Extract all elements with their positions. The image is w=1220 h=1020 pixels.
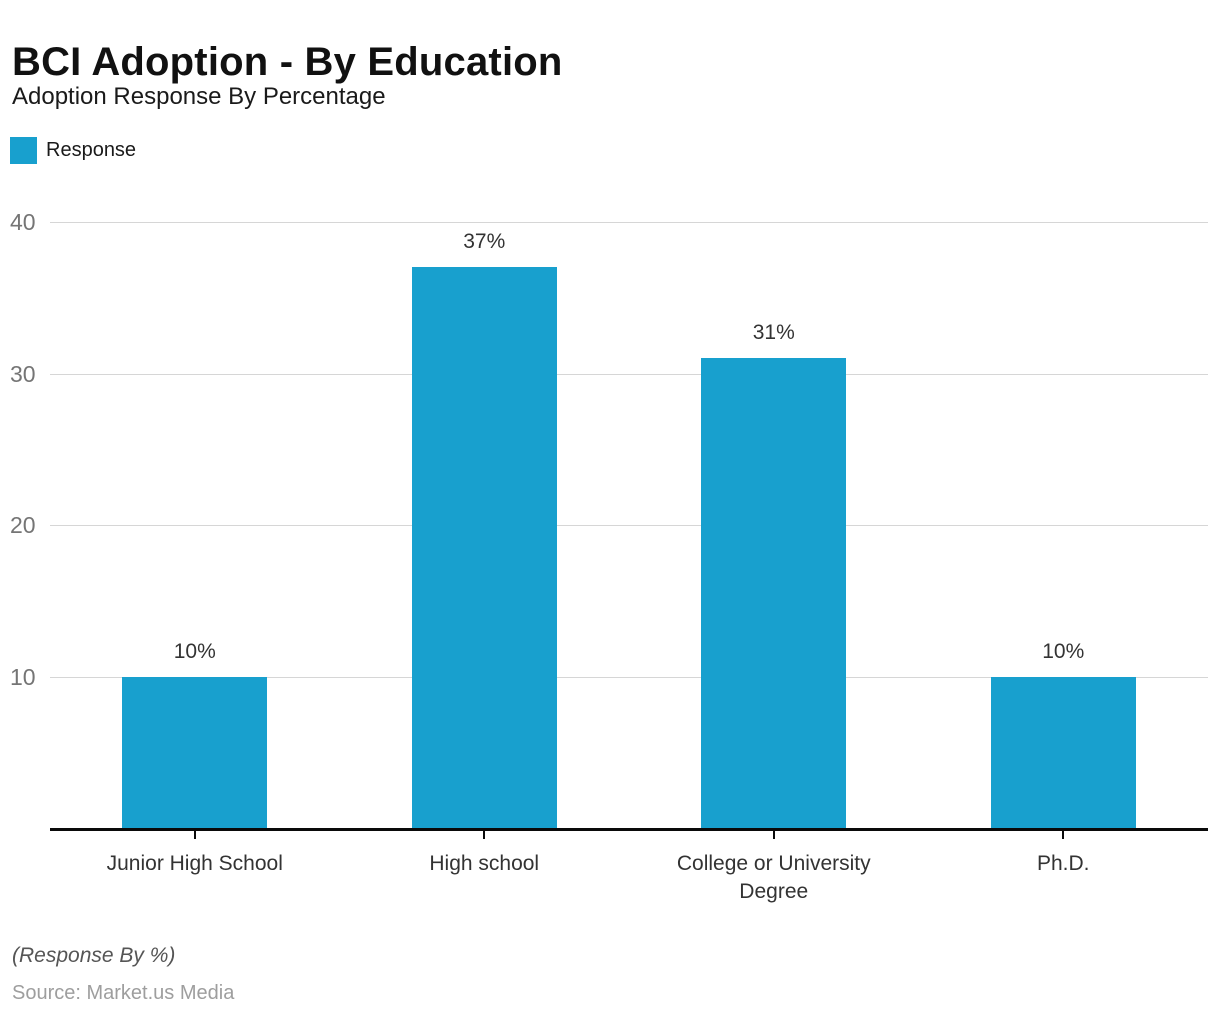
gridline-30 <box>50 373 1208 375</box>
y-tick-label-40: 40 <box>10 209 36 235</box>
bar-0 <box>122 676 268 828</box>
plot-area: 10% 37% 31% 10% <box>50 222 1208 828</box>
bar-value-label-0: 10% <box>173 639 216 663</box>
chart-subtitle: Adoption Response By Percentage <box>12 83 386 110</box>
gridline-20 <box>50 525 1208 526</box>
x-tick-2 <box>772 831 775 839</box>
bar-value-label-1: 37% <box>463 230 506 254</box>
x-tick-3 <box>1062 831 1065 839</box>
bar-value-label-2: 31% <box>752 321 795 345</box>
legend-label: Response <box>46 139 137 161</box>
legend: Response <box>10 137 136 164</box>
x-tick-1 <box>483 831 486 839</box>
gridline-10 <box>50 676 1208 678</box>
bar-3 <box>990 676 1136 828</box>
bar-2 <box>701 358 847 828</box>
source-text: Source: Market.us Media <box>12 982 235 1004</box>
bar-1 <box>411 267 557 828</box>
x-tick-0 <box>193 831 196 839</box>
gridline-40 <box>50 222 1208 223</box>
y-tick-label-20: 20 <box>10 512 36 538</box>
category-label-2: College or University Degree <box>676 852 871 903</box>
category-label-1: High school <box>429 852 540 875</box>
axis-unit-note: (Response By %) <box>12 944 176 967</box>
category-label-0: Junior High School <box>106 852 283 875</box>
category-label-3: Ph.D. <box>1036 852 1090 875</box>
chart-title: BCI Adoption - By Education <box>12 39 563 84</box>
legend-swatch <box>10 137 37 164</box>
y-axis: 10 20 30 40 <box>10 209 50 828</box>
bar-value-label-3: 10% <box>1042 639 1085 663</box>
x-axis-labels: Junior High School High school College or … <box>50 850 1208 920</box>
x-axis-ticks <box>50 831 1208 841</box>
y-tick-label-10: 10 <box>10 663 36 690</box>
y-tick-label-30: 30 <box>10 360 36 387</box>
x-axis-line <box>50 828 1208 831</box>
